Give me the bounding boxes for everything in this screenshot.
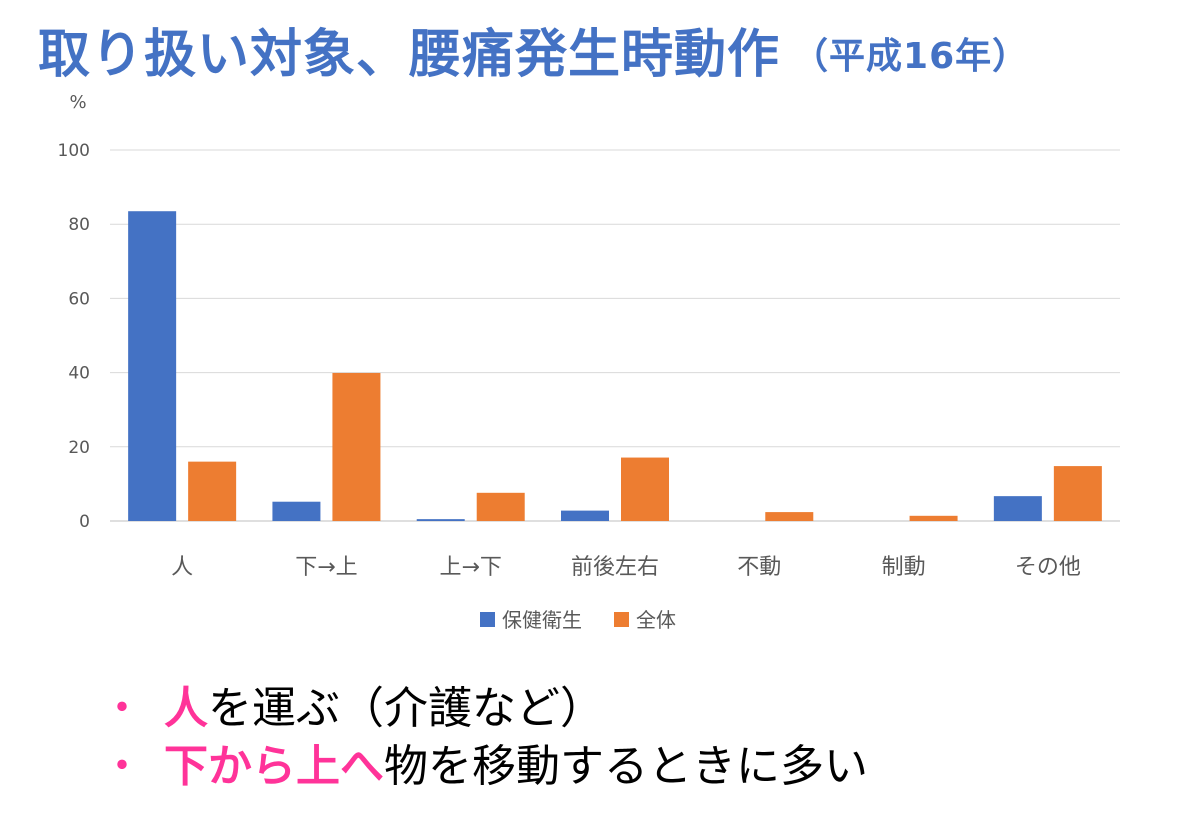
bar-全体 bbox=[621, 457, 669, 521]
bar-保健衛生 bbox=[272, 501, 321, 521]
title-main: 取り扱い対象、腰痛発生時動作 bbox=[38, 25, 781, 85]
bullet-marker: ・ bbox=[100, 741, 144, 792]
bar-全体 bbox=[1053, 466, 1102, 521]
y-tick-label: 100 bbox=[58, 141, 90, 161]
bar-全体 bbox=[765, 512, 814, 521]
bar-全体 bbox=[332, 372, 381, 521]
bullet-list: ・人を運ぶ（介護など） ・下から上へ物を移動するときに多い bbox=[100, 680, 868, 796]
y-tick-label: 20 bbox=[68, 438, 90, 458]
legend-swatch bbox=[480, 612, 495, 627]
x-category-label: その他 bbox=[1015, 555, 1081, 580]
x-category-label: 下→上 bbox=[295, 555, 357, 580]
x-category-label: 不動 bbox=[737, 555, 781, 580]
bullet-highlight: 人 bbox=[164, 683, 208, 734]
y-tick-label: 40 bbox=[68, 364, 90, 384]
x-category-label: 制動 bbox=[882, 555, 926, 580]
bar-全体 bbox=[188, 461, 237, 521]
bar-保健衛生 bbox=[128, 211, 177, 521]
y-tick-label: 80 bbox=[68, 215, 90, 235]
title-sub: （平成16年） bbox=[792, 36, 1030, 77]
x-category-label: 人 bbox=[171, 555, 193, 580]
bullet-item: ・下から上へ物を移動するときに多い bbox=[100, 738, 868, 796]
bullet-text: を運ぶ（介護など） bbox=[208, 683, 604, 734]
bar-保健衛生 bbox=[993, 496, 1042, 521]
y-tick-label: 60 bbox=[68, 289, 90, 309]
x-category-label: 前後左右 bbox=[571, 555, 659, 580]
y-axis-unit-label: % bbox=[69, 92, 86, 113]
legend-swatch bbox=[614, 612, 629, 627]
x-category-label: 上→下 bbox=[439, 555, 501, 580]
legend-label: 保健衛生 bbox=[502, 608, 582, 632]
bar-全体 bbox=[909, 515, 958, 521]
bar-chart: % 0 20 40 60 80 100 人 下→上 上→下 前後左右 不動 制動 その他 保健衛生 全体 bbox=[58, 92, 1120, 632]
bar-全体 bbox=[476, 492, 525, 521]
bullet-marker: ・ bbox=[100, 683, 144, 734]
bullet-item: ・人を運ぶ（介護など） bbox=[100, 680, 868, 738]
y-tick-label: 0 bbox=[79, 512, 90, 532]
bullet-text: 物を移動するときに多い bbox=[384, 741, 868, 792]
bar-保健衛生 bbox=[416, 519, 465, 521]
legend-label: 全体 bbox=[636, 608, 676, 632]
bar-保健衛生 bbox=[561, 510, 609, 521]
bullet-highlight: 下から上へ bbox=[164, 741, 384, 792]
page-title: 取り扱い対象、腰痛発生時動作 （平成16年） bbox=[38, 12, 1029, 87]
